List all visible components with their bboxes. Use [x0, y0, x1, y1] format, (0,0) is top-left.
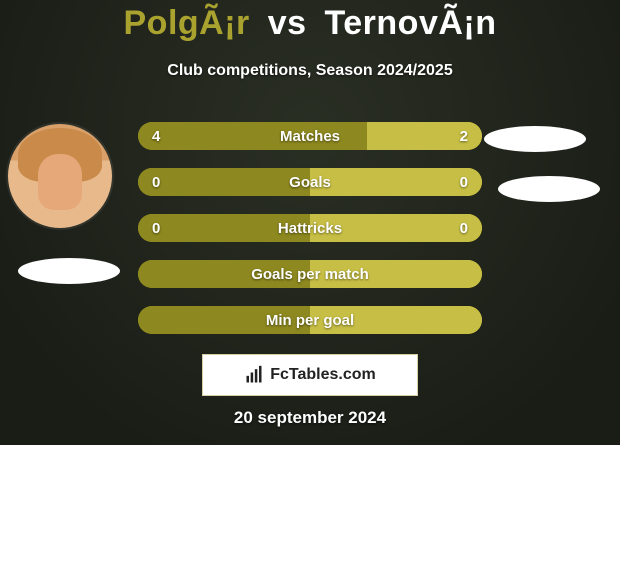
- stat-rows: 4 2 Matches 0 0 Goals 0 0 Hattricks Goals per mat…: [138, 122, 482, 334]
- avatar-face: [38, 154, 82, 210]
- stat-label: Hattricks: [278, 220, 342, 237]
- stat-value-left: 4: [152, 128, 160, 145]
- stat-row: 0 0 Goals: [138, 168, 482, 196]
- stat-fill-left: [138, 168, 310, 196]
- stat-row: Min per goal: [138, 306, 482, 334]
- bar-chart-icon: [244, 365, 264, 385]
- comparison-card: PolgÃ¡r vs TernovÃ¡n Club competitions, …: [0, 0, 620, 445]
- stat-label: Goals per match: [251, 266, 369, 283]
- title-player1: PolgÃ¡r: [124, 4, 250, 42]
- player2-avatar-oval: [484, 126, 586, 152]
- title-player2: TernovÃ¡n: [325, 4, 497, 42]
- title: PolgÃ¡r vs TernovÃ¡n: [0, 4, 620, 43]
- title-vs: vs: [268, 4, 307, 42]
- stat-value-left: 0: [152, 174, 160, 191]
- stat-value-left: 0: [152, 220, 160, 237]
- player1-name-oval: [18, 258, 120, 284]
- stat-label: Min per goal: [266, 312, 354, 329]
- source-badge[interactable]: FcTables.com: [202, 354, 418, 396]
- stat-row: 0 0 Hattricks: [138, 214, 482, 242]
- stat-row: 4 2 Matches: [138, 122, 482, 150]
- stat-value-right: 2: [460, 128, 468, 145]
- player2-name-oval: [498, 176, 600, 202]
- stat-label: Matches: [280, 128, 340, 145]
- snapshot-date: 20 september 2024: [0, 408, 620, 428]
- subtitle: Club competitions, Season 2024/2025: [0, 62, 620, 80]
- stat-label: Goals: [289, 174, 331, 191]
- source-badge-text: FcTables.com: [270, 366, 376, 384]
- stat-fill-right: [310, 168, 482, 196]
- stat-value-right: 0: [460, 220, 468, 237]
- stat-value-right: 0: [460, 174, 468, 191]
- stat-row: Goals per match: [138, 260, 482, 288]
- player1-avatar: [8, 124, 112, 228]
